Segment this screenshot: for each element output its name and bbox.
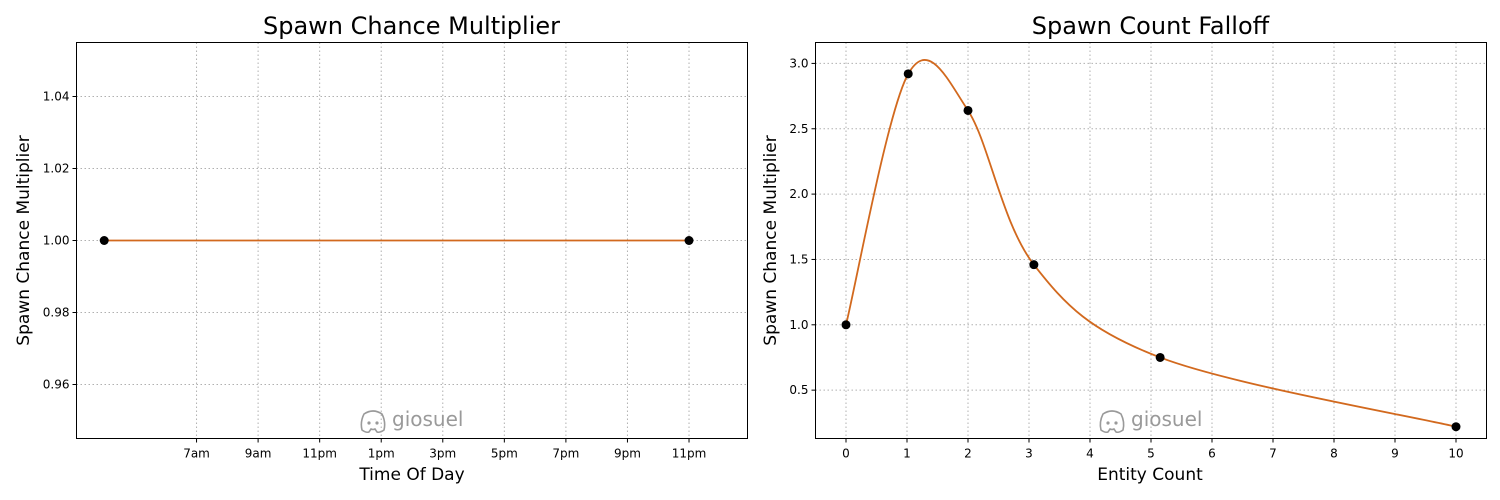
x-tick-label: 1pm	[368, 447, 395, 461]
x-tick-label: 6	[1208, 447, 1216, 461]
grid-lines	[815, 42, 1487, 439]
chart-title: Spawn Chance Multiplier	[263, 12, 560, 40]
y-tick-label: 2.5	[789, 122, 808, 136]
data-point	[1451, 422, 1461, 432]
discord-icon	[1099, 410, 1125, 434]
data-point	[1029, 260, 1039, 270]
x-tick-label: 7	[1269, 447, 1277, 461]
data-point	[963, 105, 973, 115]
y-tick-label: 0.98	[43, 306, 70, 320]
x-tick-label: 1	[903, 447, 911, 461]
discord-icon-eye-right	[1114, 421, 1118, 425]
x-tick-label: 11pm	[672, 447, 707, 461]
x-tick-label: 7am	[183, 447, 210, 461]
y-tick-label: 1.00	[43, 234, 70, 248]
y-tick-label: 1.02	[43, 162, 70, 176]
series-layer	[841, 59, 1461, 432]
x-tick-label: 11pm	[302, 447, 337, 461]
y-axis-label: Spawn Chance Multiplier	[761, 135, 781, 345]
discord-icon-eye-left	[1106, 421, 1110, 425]
axis-ticks: 7am 9am 11pm 1pm 3pm 5pm 7pm 9pm 11pm 0.96 0.98 1.0…	[43, 90, 707, 461]
y-tick-label: 0.5	[789, 383, 808, 397]
chart-spawn-count-falloff: Spawn Count Falloff 0 1 2 3 4 5 6 7 8 9 10 0.5 1.0 1.…	[761, 12, 1487, 485]
discord-icon-eye-left	[367, 421, 371, 425]
x-tick-label: 3pm	[429, 447, 456, 461]
data-point	[1155, 352, 1165, 362]
discord-icon	[360, 410, 386, 434]
x-tick-label: 5	[1147, 447, 1155, 461]
series-layer	[99, 236, 694, 245]
x-tick-label: 9	[1391, 447, 1399, 461]
x-axis-label: Entity Count	[1097, 465, 1203, 485]
data-point	[684, 236, 694, 245]
watermark-text: giosuel	[392, 407, 463, 431]
x-tick-label: 3	[1025, 447, 1033, 461]
data-point	[99, 236, 109, 245]
data-point	[903, 69, 913, 79]
y-tick-label: 0.96	[43, 378, 70, 392]
x-axis-label: Time Of Day	[358, 465, 464, 485]
watermark: giosuel	[360, 407, 463, 434]
x-tick-label: 7pm	[552, 447, 579, 461]
x-tick-label: 0	[842, 447, 850, 461]
x-tick-label: 5pm	[491, 447, 518, 461]
x-tick-label: 9pm	[614, 447, 641, 461]
chart-spawn-chance-multiplier: Spawn Chance Multiplier 7am 9am 11pm 1pm 3pm…	[14, 12, 748, 485]
x-tick-label: 8	[1330, 447, 1338, 461]
y-tick-label: 3.0	[789, 56, 808, 70]
y-axis-label: Spawn Chance Multiplier	[14, 135, 34, 345]
data-point	[841, 320, 851, 330]
x-tick-label: 2	[964, 447, 972, 461]
y-tick-label: 1.5	[789, 252, 808, 266]
y-tick-label: 1.04	[43, 90, 70, 104]
y-tick-label: 2.0	[789, 187, 808, 201]
watermark-text: giosuel	[1131, 407, 1202, 431]
series-line	[845, 59, 1457, 428]
x-tick-label: 9am	[245, 447, 272, 461]
chart-title: Spawn Count Falloff	[1032, 12, 1270, 40]
x-tick-label: 10	[1448, 447, 1463, 461]
discord-icon-eye-right	[375, 421, 379, 425]
watermark: giosuel	[1099, 407, 1202, 434]
x-tick-label: 4	[1086, 447, 1094, 461]
y-tick-label: 1.0	[789, 318, 808, 332]
axis-ticks: 0 1 2 3 4 5 6 7 8 9 10 0.5 1.0 1.5 2.0 2.5 3.0	[789, 56, 1463, 460]
